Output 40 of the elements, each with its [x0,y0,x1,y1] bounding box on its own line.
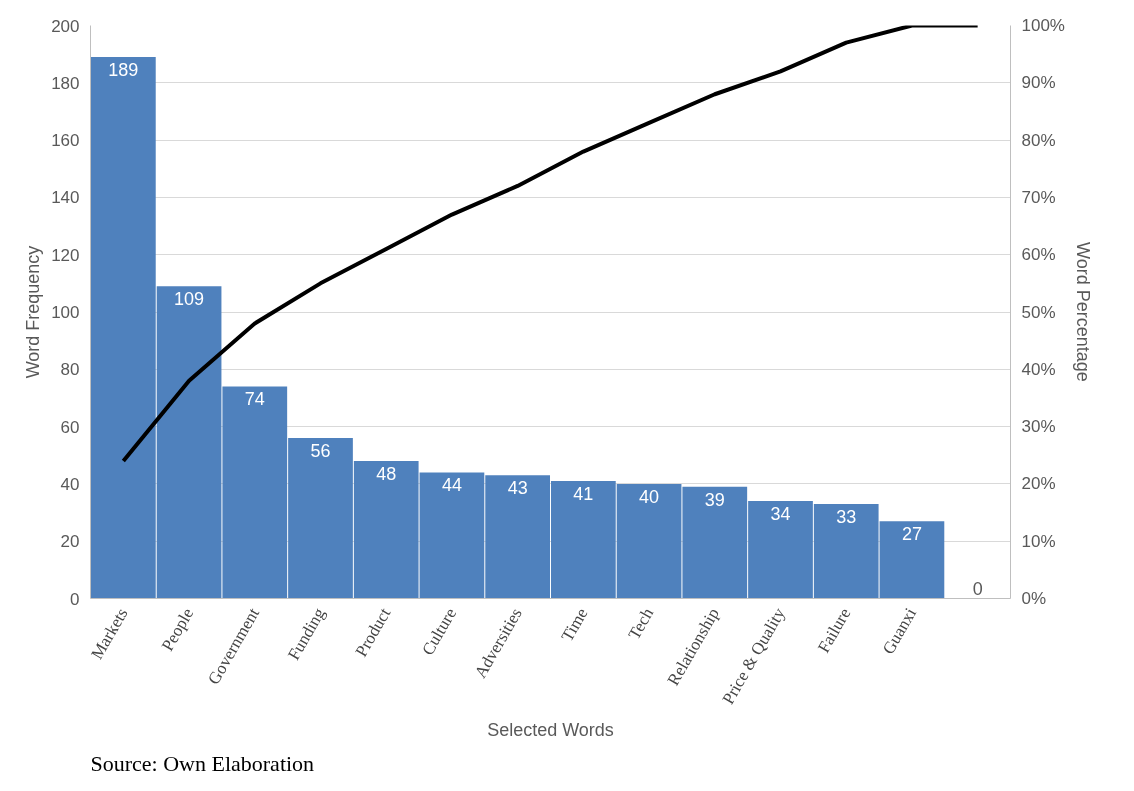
data-label: 74 [244,389,265,410]
y2-tick-label: 10% [1021,531,1056,551]
data-label: 39 [704,489,725,510]
y-tick-label: 200 [51,16,80,36]
y-tick-label: 0 [70,589,80,609]
data-label: 40 [639,486,660,507]
data-label: 27 [901,524,922,545]
y-tick-label: 20 [60,532,80,552]
data-label: 56 [310,441,331,462]
y2-tick-label: 100% [1021,16,1065,35]
data-label: 33 [836,506,857,527]
data-label: 34 [770,504,791,525]
y-axis-title: Word Frequency [23,245,44,379]
y-tick-label: 120 [51,245,80,265]
y2-tick-label: 90% [1021,73,1056,93]
y-tick-label: 160 [51,131,80,151]
y2-tick-label: 30% [1021,417,1056,437]
y-tick-label: 100 [51,303,80,322]
y2-tick-label: 70% [1021,187,1056,207]
y2-tick-label: 60% [1021,245,1056,265]
data-label: 48 [376,463,397,484]
y2-tick-label: 0% [1021,589,1047,608]
y-tick-label: 40 [60,474,80,494]
y2-axis-title: Word Percentage [1072,242,1093,382]
data-label: 43 [507,478,528,499]
data-label: 0 [972,578,983,599]
source-note: Source: Own Elaboration [90,750,315,776]
y2-tick-label: 20% [1021,474,1056,494]
y-tick-label: 180 [51,73,80,93]
data-label: 189 [108,60,139,81]
x-axis-title: Selected Words [487,720,614,741]
data-label: 109 [174,289,205,310]
y2-tick-label: 40% [1021,359,1056,379]
y2-tick-label: 80% [1021,130,1056,150]
y2-tick-label: 50% [1021,302,1056,322]
data-label: 41 [573,484,594,505]
y-tick-label: 60 [60,417,80,437]
y-tick-label: 140 [51,188,80,208]
data-label: 44 [441,475,462,496]
y-tick-label: 80 [60,360,80,380]
